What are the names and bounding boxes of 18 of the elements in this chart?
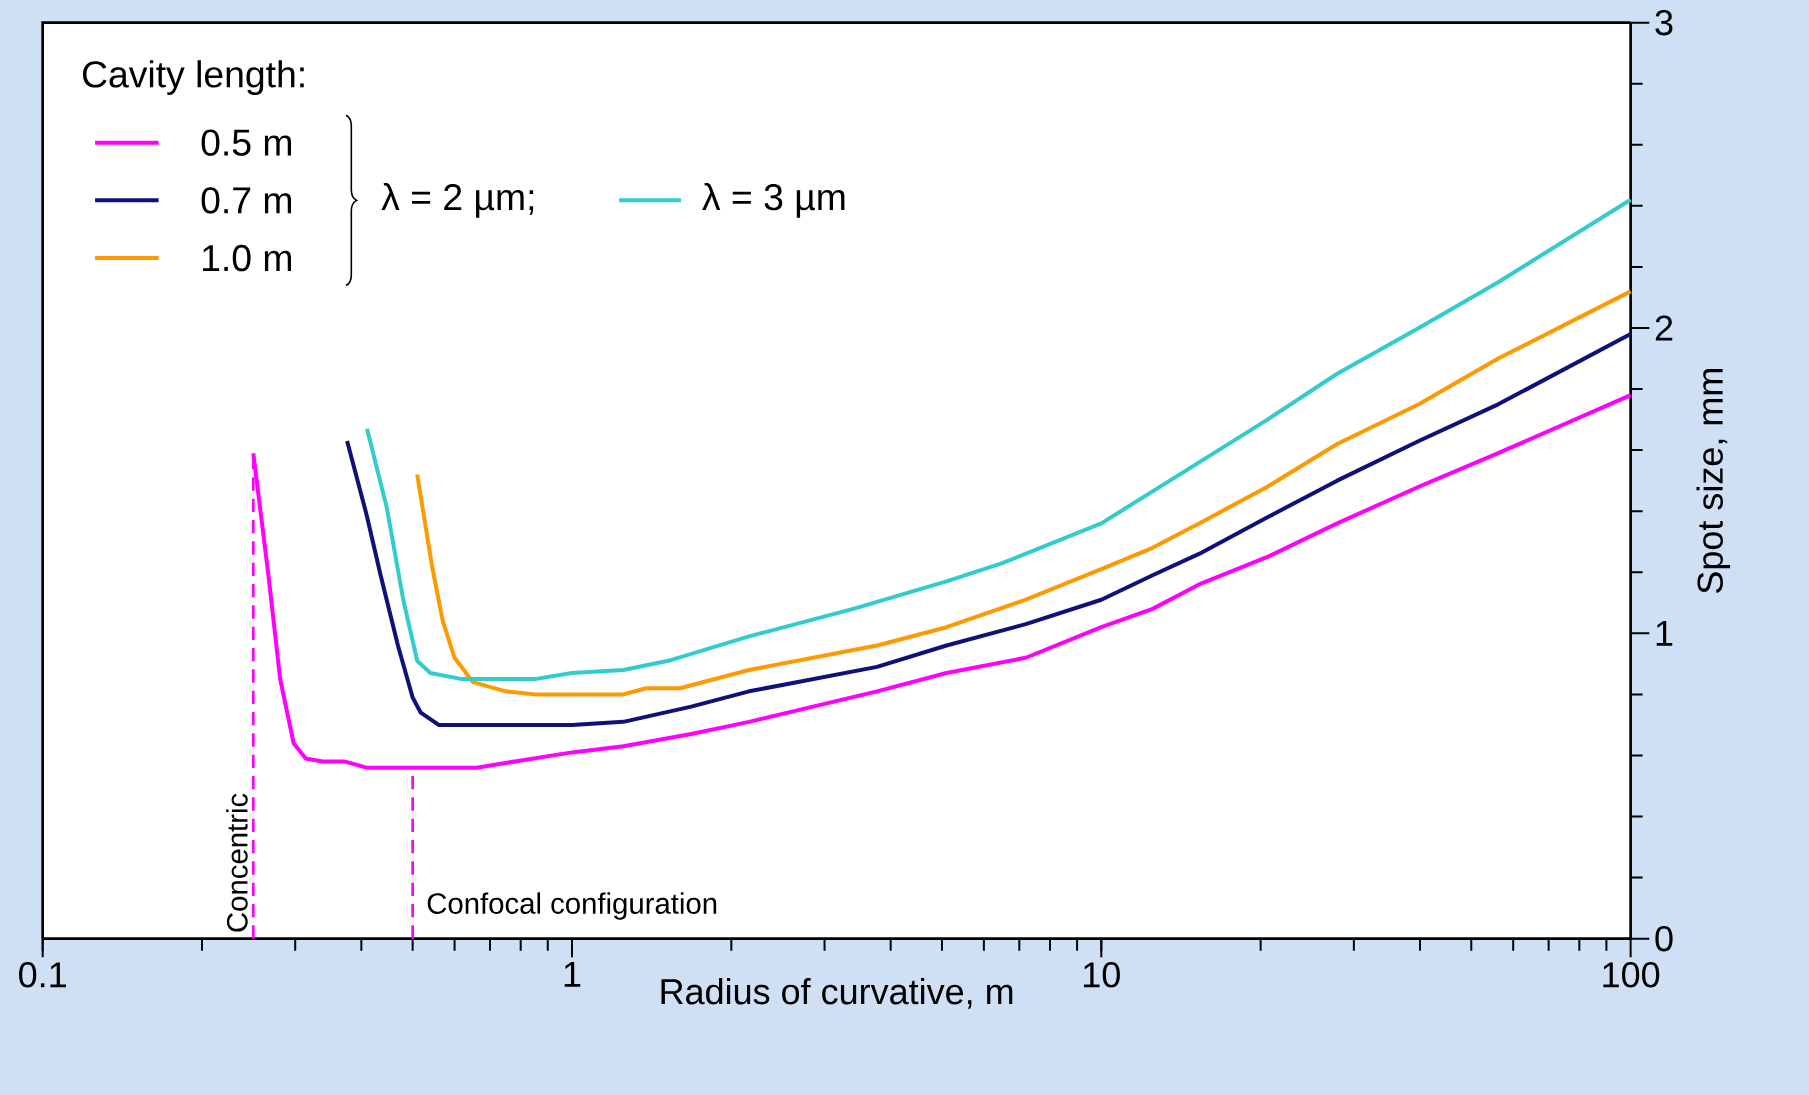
x-tick-label: 0.1 xyxy=(19,962,66,988)
x-axis-title: Radius of curvative, m xyxy=(661,977,1013,1009)
legend-label: λ = 3 µm xyxy=(702,182,845,218)
y-tick-label: 0 xyxy=(1655,925,1673,952)
y-axis-title: Spot size, mm xyxy=(1696,369,1731,594)
ref-line-label: Confocal configuration xyxy=(427,892,717,920)
x-tick-label: 100 xyxy=(1603,962,1660,988)
legend-label: 0.5 m xyxy=(201,129,291,156)
annotation: λ = 2 µm; xyxy=(381,182,534,218)
legend-title: Cavity length: xyxy=(82,60,304,95)
legend-label: 1.0 m xyxy=(202,244,291,272)
x-tick-label: 1 xyxy=(564,962,581,987)
ref-line-label: Concentric xyxy=(226,793,248,932)
y-tick-label: 1 xyxy=(1656,620,1673,646)
y-tick-label: 3 xyxy=(1655,9,1673,36)
y-tick-label: 2 xyxy=(1655,315,1673,341)
legend-label: 0.7 m xyxy=(201,187,291,214)
x-tick-label: 10 xyxy=(1084,962,1120,988)
